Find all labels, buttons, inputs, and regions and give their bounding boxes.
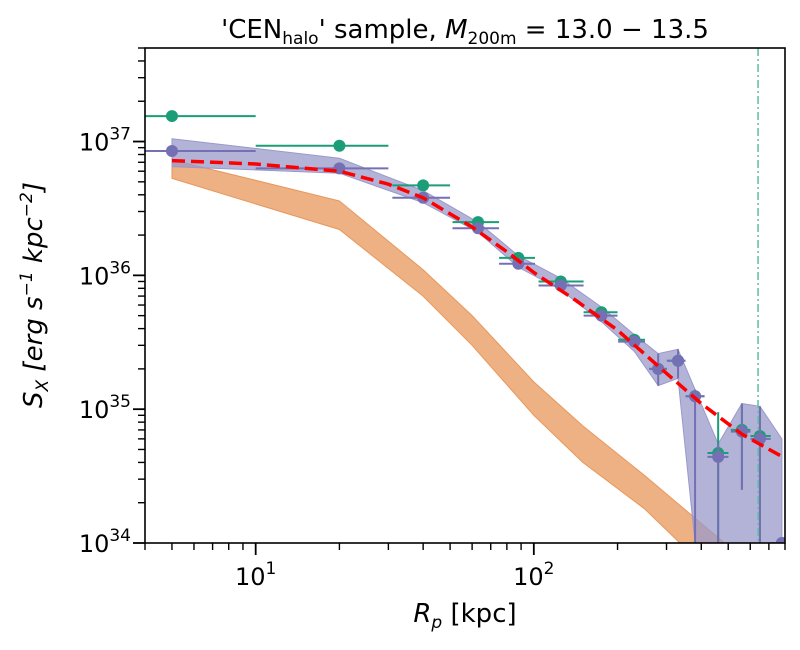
- x-tick-label: 102: [513, 559, 554, 591]
- y-tick-label: 1037: [79, 125, 131, 157]
- y-tick-label: 1036: [79, 258, 131, 290]
- y-tick-label: 1035: [79, 392, 131, 424]
- purple-points-point: [712, 450, 725, 463]
- purple-points-point: [628, 335, 641, 348]
- green-points-point: [417, 179, 430, 192]
- purple-points-point: [652, 362, 665, 375]
- x-tick-label: 101: [235, 559, 276, 591]
- y-axis-label: SX [erg s−1 kpc−2]: [17, 182, 53, 408]
- x-axis-label: Rp [kpc]: [413, 599, 516, 633]
- chart-title: 'CENhalo' sample, M200m = 13.0 − 13.5: [221, 15, 709, 49]
- green-points-point: [165, 110, 178, 123]
- ticks: 101 102 1034 1035 1036 1037: [79, 47, 786, 591]
- model-line: [171, 158, 785, 460]
- purple-points-point: [472, 222, 485, 235]
- orange-band-band: [171, 159, 726, 543]
- plot-area: [145, 48, 785, 543]
- purple-points-point: [672, 354, 685, 367]
- green-points-point: [333, 139, 346, 152]
- y-tick-label: 1034: [79, 526, 131, 558]
- purple-points-point: [165, 144, 178, 157]
- purple-points-point: [775, 537, 785, 543]
